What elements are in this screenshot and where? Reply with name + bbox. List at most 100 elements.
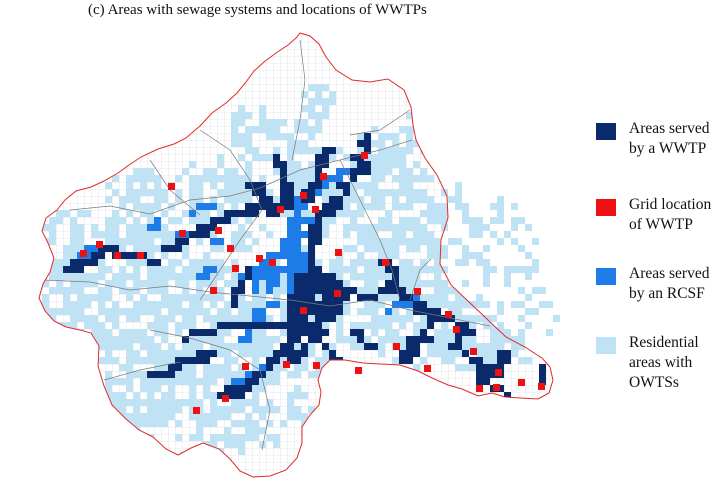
- owts-cell: [84, 350, 91, 357]
- wwtp-cell: [294, 315, 301, 322]
- owts-cell: [525, 329, 532, 336]
- owts-cell: [357, 308, 364, 315]
- owts-cell: [455, 224, 462, 231]
- wwtp-cell: [98, 252, 105, 259]
- owts-outside-cell: [511, 217, 518, 224]
- owts-cell: [119, 280, 126, 287]
- study-region-boundary: [38, 32, 554, 478]
- wwtp-cell: [399, 357, 406, 364]
- owts-outside-cell: [525, 252, 532, 259]
- owts-cell: [371, 266, 378, 273]
- wwtp-cell: [378, 259, 385, 266]
- wwtp-cell: [280, 189, 287, 196]
- wwtp-cell: [252, 378, 259, 385]
- owts-outside-cell: [476, 224, 483, 231]
- wwtp-cell: [182, 238, 189, 245]
- owts-cell: [329, 266, 336, 273]
- rcsf-cell: [301, 231, 308, 238]
- owts-cell: [259, 336, 266, 343]
- wwtp-cell: [392, 266, 399, 273]
- owts-cell: [301, 147, 308, 154]
- wwtp-cell: [392, 273, 399, 280]
- owts-cell: [301, 364, 308, 371]
- owts-cell: [189, 273, 196, 280]
- owts-cell: [98, 343, 105, 350]
- owts-cell: [147, 399, 154, 406]
- owts-cell: [84, 280, 91, 287]
- wwtp-cell: [322, 147, 329, 154]
- owts-outside-cell: [441, 266, 448, 273]
- owts-cell: [287, 371, 294, 378]
- owts-cell: [210, 364, 217, 371]
- owts-cell: [70, 245, 77, 252]
- wwtp-cell: [322, 154, 329, 161]
- owts-cell: [406, 287, 413, 294]
- owts-cell: [105, 294, 112, 301]
- wwtp-cell: [315, 217, 322, 224]
- wwtp-cell: [224, 385, 231, 392]
- owts-cell: [427, 245, 434, 252]
- wwtp-cell: [231, 322, 238, 329]
- wwtp-cell: [175, 364, 182, 371]
- owts-cell: [224, 189, 231, 196]
- wwtp-location-cell: [210, 287, 217, 294]
- owts-outside-cell: [476, 315, 483, 322]
- owts-cell: [252, 350, 259, 357]
- owts-cell: [161, 357, 168, 364]
- owts-cell: [406, 259, 413, 266]
- owts-cell: [224, 168, 231, 175]
- district-boundaries: [43, 39, 491, 451]
- owts-cell: [189, 378, 196, 385]
- owts-cell: [182, 280, 189, 287]
- owts-cell: [133, 175, 140, 182]
- owts-cell: [245, 245, 252, 252]
- owts-cell: [371, 280, 378, 287]
- owts-cell: [140, 182, 147, 189]
- district-boundary-line: [69, 139, 413, 215]
- wwtp-cell: [308, 231, 315, 238]
- wwtp-cell: [462, 329, 469, 336]
- wwtp-cell: [385, 280, 392, 287]
- owts-cell: [210, 413, 217, 420]
- wwtp-cell: [329, 147, 336, 154]
- owts-cell: [98, 406, 105, 413]
- wwtp-cell: [413, 343, 420, 350]
- owts-cell: [91, 322, 98, 329]
- wwtp-cell: [308, 259, 315, 266]
- owts-cell: [210, 280, 217, 287]
- owts-cell: [441, 343, 448, 350]
- owts-cell: [238, 434, 245, 441]
- owts-cell: [378, 294, 385, 301]
- owts-cell: [196, 420, 203, 427]
- owts-cell: [308, 112, 315, 119]
- owts-cell: [301, 392, 308, 399]
- owts-cell: [294, 140, 301, 147]
- owts-cell: [413, 322, 420, 329]
- rcsf-cell: [287, 259, 294, 266]
- owts-cell: [238, 245, 245, 252]
- owts-cell: [420, 315, 427, 322]
- owts-cell: [196, 427, 203, 434]
- owts-outside-cell: [504, 273, 511, 280]
- owts-cell: [175, 434, 182, 441]
- owts-cell: [357, 238, 364, 245]
- owts-cell: [147, 350, 154, 357]
- owts-cell: [392, 315, 399, 322]
- owts-cell: [182, 322, 189, 329]
- owts-cell: [217, 154, 224, 161]
- owts-cell: [385, 217, 392, 224]
- owts-cell: [252, 385, 259, 392]
- owts-cell: [357, 203, 364, 210]
- owts-cell: [371, 287, 378, 294]
- owts-cell: [238, 175, 245, 182]
- wwtp-cell: [490, 364, 497, 371]
- owts-outside-cell: [546, 301, 553, 308]
- wwtp-cell: [245, 266, 252, 273]
- wwtp-cell: [91, 259, 98, 266]
- owts-outside-cell: [406, 196, 413, 203]
- owts-cell: [161, 294, 168, 301]
- owts-cell: [273, 126, 280, 133]
- owts-cell: [371, 329, 378, 336]
- owts-cell: [511, 308, 518, 315]
- wwtp-cell: [294, 357, 301, 364]
